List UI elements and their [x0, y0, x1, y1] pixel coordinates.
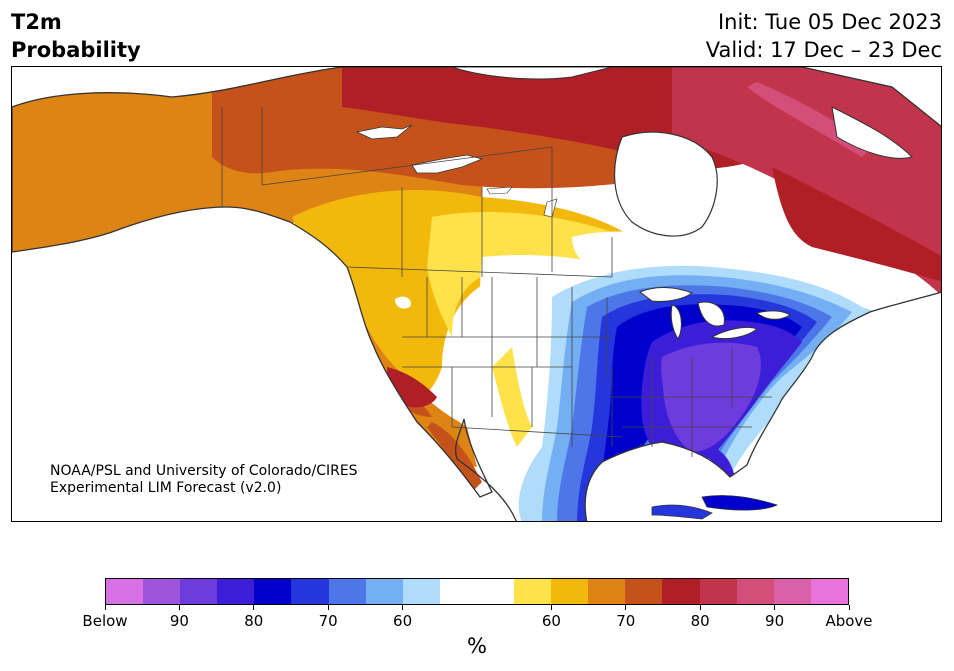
colorbar-tick — [550, 605, 552, 610]
colorbar-tick — [104, 605, 106, 610]
colorbar-segment — [254, 579, 292, 604]
colorbar-tick — [848, 605, 850, 610]
colorbar-units: % — [467, 634, 487, 658]
lake-superior — [638, 287, 694, 302]
colorbar-tick-label: Below — [82, 612, 128, 630]
political-borders — [221, 107, 772, 457]
colorbar-ticks: Below 90 80 70 60 60 70 80 90 Above — [82, 605, 873, 635]
lake-ontario — [755, 310, 791, 320]
colorbar-tick-label: 80 — [690, 612, 710, 630]
baffin-water — [831, 106, 913, 159]
lake-huron — [697, 301, 725, 327]
colorbar-tick-label: 90 — [169, 612, 189, 630]
hispaniola — [701, 495, 779, 511]
colorbar-segment — [106, 579, 144, 604]
colorbar-tick-label: 90 — [765, 612, 785, 630]
colorbar-tick — [327, 605, 329, 610]
colorbar-tick-label: Above — [825, 612, 873, 630]
valid-range: Valid: 17 Dec – 23 Dec — [705, 38, 942, 62]
init-date: Init: Tue 05 Dec 2023 — [717, 10, 942, 34]
colorbar-segment — [514, 579, 552, 604]
colorbar-tick-label: 70 — [616, 612, 636, 630]
map-canvas: NOAA/PSL and University of Colorado/CIRE… — [12, 67, 941, 521]
colorbar-segment — [143, 579, 181, 604]
title-line-2: Probability — [11, 38, 141, 62]
colorbar-segment — [736, 579, 774, 604]
colorbar-tick — [178, 605, 180, 610]
colorbar-segment — [291, 579, 329, 604]
cuba — [651, 504, 713, 520]
chart-title: T2m Probability — [11, 8, 141, 64]
colorbar-segment — [180, 579, 218, 604]
lake-athabasca — [486, 186, 513, 195]
colorbar-tick-label: 70 — [318, 612, 338, 630]
arctic-water — [451, 67, 613, 80]
pacific-nw-gap — [395, 296, 411, 309]
colorbar-segment — [662, 579, 700, 604]
colorbar-segment — [773, 579, 811, 604]
coastline — [12, 67, 941, 521]
colorbar-tick — [774, 605, 776, 610]
colorbar-segment — [217, 579, 255, 604]
colorbar-segment — [588, 579, 626, 604]
credit-line-2: Experimental LIM Forecast (v2.0) — [50, 480, 281, 496]
colorbar-tick — [625, 605, 627, 610]
colorbar-segment — [810, 579, 848, 604]
credit-line-1: NOAA/PSL and University of Colorado/CIRE… — [50, 463, 358, 479]
probability-fields — [12, 67, 941, 521]
colorbar-tick-label: 60 — [393, 612, 413, 630]
hudson-bay — [613, 131, 718, 237]
lake-michigan — [670, 304, 682, 341]
colorbar-segment — [365, 579, 403, 604]
colorbar-segment — [328, 579, 366, 604]
colorbar — [105, 578, 849, 605]
lake-erie — [710, 326, 758, 340]
colorbar-segment — [476, 579, 515, 604]
colorbar-segment — [402, 579, 440, 604]
colorbar-tick-label: 80 — [244, 612, 264, 630]
colorbar-tick-label: 60 — [541, 612, 561, 630]
colorbar-tick — [699, 605, 701, 610]
colorbar-segment — [699, 579, 737, 604]
great-slave-lake — [411, 154, 484, 174]
colorbar-tick — [253, 605, 255, 610]
colorbar-tick — [402, 605, 404, 610]
colorbar-segment — [551, 579, 589, 604]
colorbar-segment — [625, 579, 663, 604]
title-line-1: T2m — [11, 10, 62, 34]
probability-map: NOAA/PSL and University of Colorado/CIRE… — [11, 66, 942, 522]
forecast-dates: Init: Tue 05 Dec 2023 Valid: 17 Dec – 23… — [706, 8, 942, 64]
colorbar-segment — [439, 579, 477, 604]
great-bear-lake — [355, 124, 413, 140]
